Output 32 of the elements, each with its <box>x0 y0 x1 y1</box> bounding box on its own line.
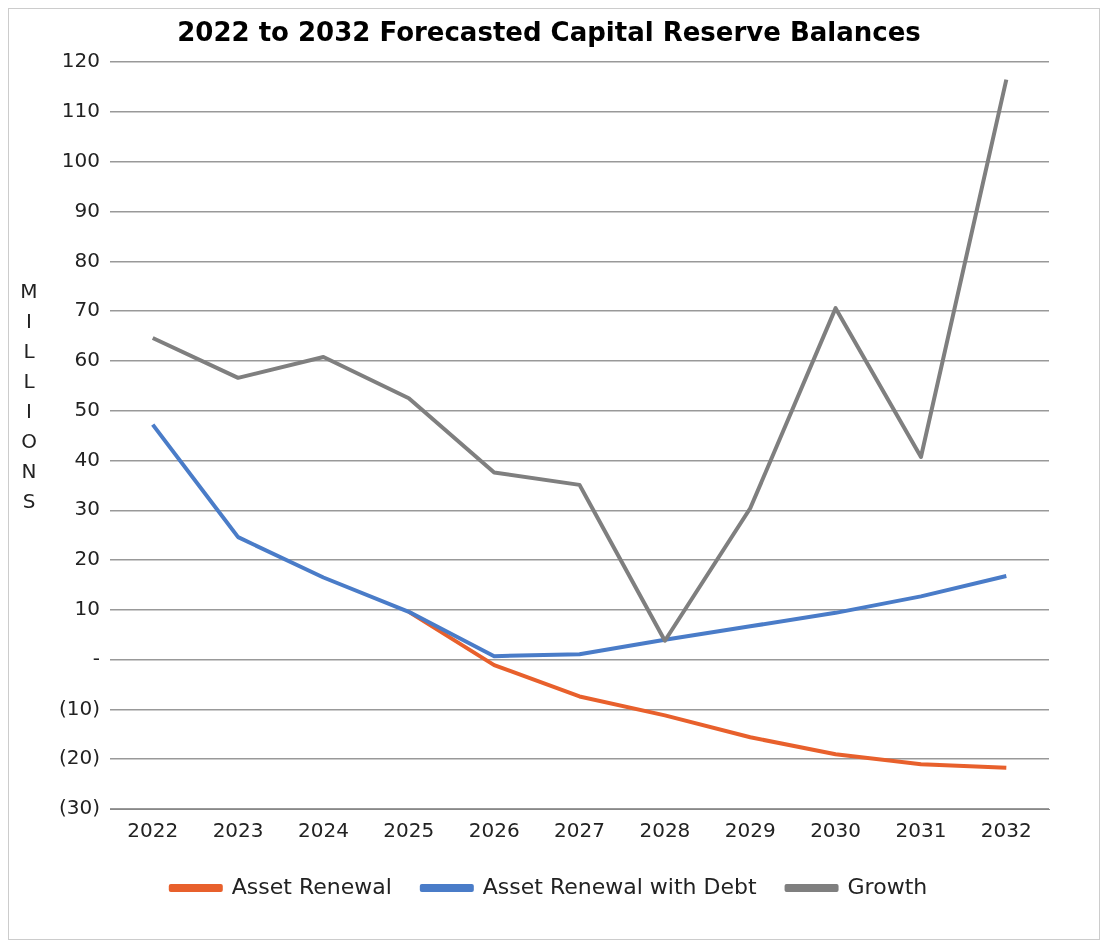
x-tick-label: 2026 <box>468 818 520 843</box>
chart-title: 2022 to 2032 Forecasted Capital Reserve Balances <box>177 17 921 48</box>
y-tick-label: - <box>92 645 101 670</box>
y-tick-label: 10 <box>74 596 101 621</box>
x-tick-label: 2029 <box>724 818 776 843</box>
x-tick-label: 2022 <box>127 818 179 843</box>
y-tick-label: 30 <box>74 496 101 521</box>
y-axis-title: MILLIONS <box>17 279 41 519</box>
legend-label: Growth <box>847 873 928 899</box>
y-tick-label: 50 <box>74 396 101 421</box>
y-tick-label: (30) <box>58 795 101 820</box>
x-tick-label: 2031 <box>895 818 947 843</box>
x-tick-label: 2032 <box>980 818 1032 843</box>
y-tick-label: 70 <box>74 297 101 322</box>
legend-label: Asset Renewal <box>231 873 392 899</box>
x-tick-label: 2023 <box>212 818 264 843</box>
y-tick-label: 60 <box>74 347 101 372</box>
y-tick-label: 90 <box>74 197 101 222</box>
x-tick-label: 2027 <box>554 818 605 843</box>
x-tick-label: 2025 <box>383 818 435 843</box>
y-tick-label: 80 <box>74 247 101 272</box>
y-tick-label: 110 <box>61 98 101 123</box>
y-tick-label: (10) <box>58 695 101 720</box>
y-tick-label: 20 <box>74 546 101 571</box>
x-tick-label: 2030 <box>810 818 862 843</box>
x-tick-label: 2024 <box>298 818 349 843</box>
y-tick-label: 120 <box>61 48 101 73</box>
x-tick-label: 2028 <box>639 818 691 843</box>
y-tick-label: (20) <box>58 745 101 770</box>
legend-label: Asset Renewal with Debt <box>482 873 757 899</box>
y-tick-label: 40 <box>74 446 101 471</box>
y-tick-label: 100 <box>61 147 101 172</box>
